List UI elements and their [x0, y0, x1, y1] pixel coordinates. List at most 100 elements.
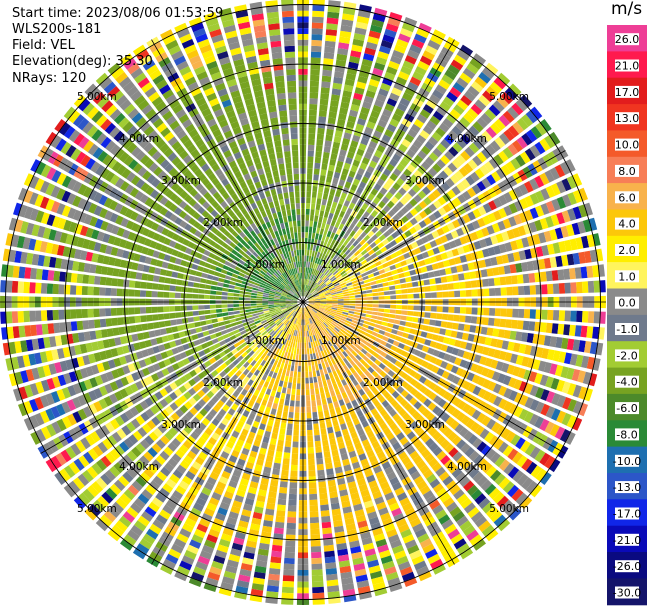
velocity-gate: [380, 258, 387, 264]
velocity-gate: [548, 458, 561, 473]
velocity-gate: [164, 320, 172, 327]
velocity-gate: [365, 286, 372, 290]
velocity-gate: [330, 207, 336, 214]
velocity-gate: [409, 226, 417, 235]
velocity-gate: [419, 245, 427, 253]
velocity-gate: [308, 267, 311, 274]
velocity-gate: [319, 492, 328, 500]
velocity-gate: [186, 293, 193, 299]
velocity-gate: [305, 291, 308, 297]
velocity-gate: [210, 313, 217, 319]
velocity-gate: [221, 304, 228, 308]
velocity-gate: [402, 60, 415, 70]
velocity-gate: [565, 159, 576, 173]
velocity-gate: [485, 62, 499, 75]
velocity-gate: [352, 225, 360, 233]
velocity-gate: [422, 104, 434, 114]
velocity-gate: [416, 134, 427, 145]
velocity-gate: [379, 173, 388, 182]
velocity-gate: [122, 288, 129, 297]
velocity-gate: [508, 390, 518, 402]
velocity-gate: [305, 291, 309, 297]
velocity-gate: [551, 393, 561, 406]
velocity-gate: [227, 307, 234, 312]
velocity-gate: [326, 302, 333, 305]
velocity-gate: [550, 378, 560, 390]
velocity-gate: [367, 84, 378, 93]
velocity-gate: [152, 321, 160, 329]
velocity-gate: [305, 383, 310, 390]
velocity-gate: [356, 148, 365, 157]
velocity-gate: [467, 187, 477, 198]
velocity-gate: [256, 296, 263, 299]
velocity-gate: [134, 315, 142, 323]
velocity-gate: [388, 280, 395, 286]
velocity-gate: [320, 87, 330, 94]
velocity-gate: [233, 289, 240, 294]
velocity-gate: [206, 274, 214, 280]
velocity-gate: [459, 255, 468, 263]
velocity-gate: [315, 393, 321, 401]
velocity-gate: [316, 227, 321, 234]
velocity-gate: [87, 286, 94, 296]
velocity-gate: [416, 113, 428, 124]
velocity-gate: [454, 339, 462, 348]
velocity-gate: [448, 240, 457, 249]
velocity-gate: [529, 207, 539, 219]
velocity-gate: [540, 322, 547, 333]
velocity-gate: [340, 173, 347, 181]
velocity-gate: [128, 289, 135, 297]
velocity-gate: [305, 273, 307, 279]
velocity-gate: [356, 235, 363, 243]
velocity-gate: [416, 343, 424, 351]
velocity-gate: [286, 522, 296, 530]
velocity-gate: [321, 253, 326, 260]
velocity-gate: [324, 278, 330, 283]
velocity-gate: [338, 179, 346, 187]
velocity-gate: [386, 98, 398, 107]
velocity-gate: [328, 194, 334, 202]
velocity-gate: [333, 254, 339, 261]
velocity-gate: [411, 38, 425, 49]
velocity-gate: [337, 308, 344, 312]
velocity-gate: [418, 22, 432, 33]
velocity-gate: [371, 19, 384, 28]
velocity-gate: [319, 293, 325, 297]
velocity-gate: [330, 153, 338, 161]
velocity-gate: [386, 235, 394, 243]
velocity-gate: [336, 290, 343, 294]
velocity-gate: [326, 200, 333, 207]
velocity-gate: [456, 49, 470, 61]
velocity-gate: [413, 261, 421, 269]
velocity-gate: [539, 471, 552, 485]
velocity-gate: [450, 266, 458, 274]
velocity-gate: [146, 314, 153, 322]
velocity-gate: [288, 411, 294, 419]
velocity-gate: [345, 157, 353, 165]
velocity-gate: [429, 94, 441, 105]
velocity-gate: [335, 325, 342, 331]
velocity-gate: [394, 236, 402, 244]
velocity-gate: [548, 131, 561, 146]
velocity-gate: [395, 347, 403, 355]
velocity-gate: [245, 309, 252, 313]
velocity-gate: [462, 351, 471, 360]
velocity-gate: [311, 39, 322, 47]
velocity-gate: [507, 106, 519, 120]
velocity-gate: [487, 381, 497, 392]
velocity-gate: [355, 243, 362, 250]
velocity-gate: [267, 383, 274, 390]
velocity-gate: [200, 278, 207, 284]
velocity-gate: [312, 370, 317, 377]
velocity-gate: [484, 431, 495, 443]
velocity-gate: [524, 443, 536, 456]
velocity-gate: [402, 265, 409, 272]
velocity-gate: [370, 24, 383, 34]
velocity-gate: [369, 263, 377, 269]
velocity-gate: [384, 71, 396, 81]
velocity-gate: [566, 253, 575, 266]
velocity-gate: [402, 183, 411, 192]
velocity-gate: [272, 539, 283, 546]
velocity-gate: [493, 197, 503, 208]
velocity-gate: [463, 163, 474, 174]
